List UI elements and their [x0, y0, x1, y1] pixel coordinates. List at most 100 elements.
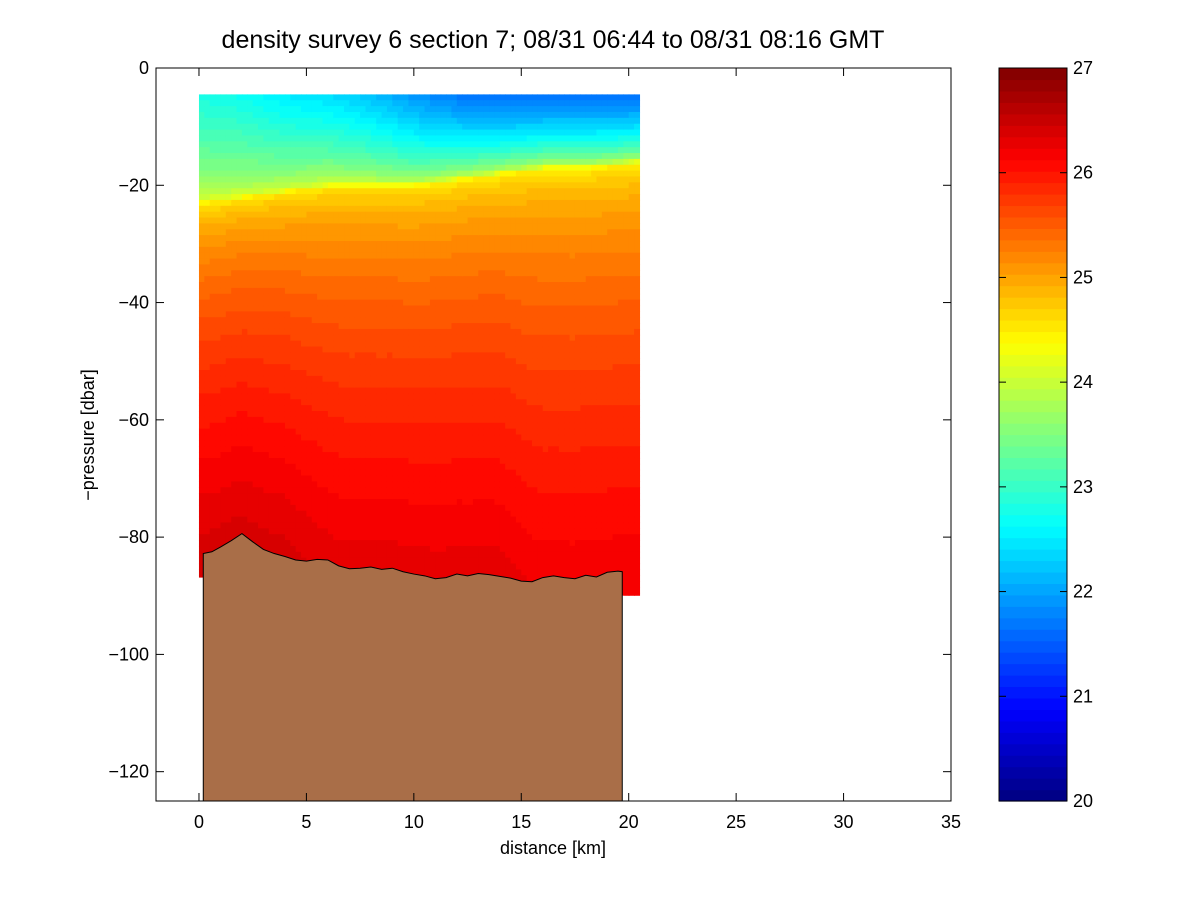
heatmap-cell	[301, 199, 307, 207]
heatmap-cell	[279, 522, 286, 529]
heatmap-cell	[311, 164, 318, 172]
heatmap-cell	[472, 264, 479, 271]
heatmap-cell	[263, 428, 270, 436]
heatmap-cell	[231, 170, 238, 178]
heatmap-cell	[225, 170, 232, 178]
heatmap-cell	[354, 405, 361, 412]
heatmap-cell	[510, 481, 517, 488]
heatmap-cell	[344, 399, 350, 406]
heatmap-cell	[424, 129, 431, 137]
heatmap-cell	[505, 293, 512, 301]
heatmap-cell	[462, 510, 469, 518]
heatmap-cell	[241, 299, 248, 307]
heatmap-cell	[499, 340, 506, 348]
heatmap-cell	[413, 487, 420, 494]
heatmap-cell	[327, 246, 334, 254]
heatmap-cell	[451, 323, 458, 330]
heatmap-cell	[215, 534, 222, 541]
heatmap-cell	[472, 141, 479, 148]
heatmap-cell	[386, 358, 393, 365]
heatmap-cell	[456, 158, 463, 166]
heatmap-cell	[472, 358, 479, 365]
heatmap-cell	[381, 106, 388, 113]
heatmap-cell	[462, 528, 469, 535]
heatmap-cell	[456, 240, 463, 248]
heatmap-cell	[381, 147, 388, 154]
heatmap-cell	[263, 545, 270, 553]
heatmap-cell	[274, 487, 281, 494]
heatmap-cell	[215, 393, 222, 400]
heatmap-cell	[381, 182, 388, 189]
heatmap-cell	[333, 375, 340, 383]
heatmap-cell	[499, 111, 506, 119]
heatmap-cell	[209, 264, 216, 271]
heatmap-cell	[317, 528, 324, 535]
heatmap-cell	[381, 428, 388, 436]
heatmap-cell	[429, 452, 436, 459]
heatmap-cell	[360, 176, 367, 183]
heatmap-cell	[494, 510, 501, 518]
heatmap-cell	[478, 328, 485, 336]
heatmap-cell	[462, 346, 469, 353]
heatmap-cell	[198, 346, 205, 353]
heatmap-cell	[231, 381, 238, 389]
heatmap-cell	[403, 475, 410, 483]
heatmap-cell	[478, 182, 485, 189]
heatmap-cell	[317, 217, 324, 224]
heatmap-cell	[397, 323, 404, 330]
heatmap-cell	[462, 258, 469, 266]
heatmap-cell	[424, 270, 431, 277]
heatmap-cell	[408, 405, 415, 412]
heatmap-cell	[403, 493, 410, 500]
heatmap-cell	[403, 299, 410, 307]
heatmap-cell	[376, 252, 383, 260]
heatmap-cell	[236, 235, 243, 242]
heatmap-cell	[392, 416, 399, 424]
heatmap-cell	[489, 534, 496, 541]
heatmap-cell	[472, 270, 479, 277]
heatmap-cell	[435, 311, 442, 318]
heatmap-cell	[451, 147, 458, 154]
heatmap-cell	[451, 299, 458, 307]
heatmap-cell	[483, 563, 490, 570]
heatmap-cell	[327, 540, 334, 547]
heatmap-cell	[209, 475, 216, 483]
heatmap-cell	[360, 481, 367, 488]
heatmap-cell	[392, 106, 399, 113]
heatmap-cell	[494, 551, 501, 559]
heatmap-cell	[478, 111, 485, 119]
heatmap-cell	[268, 469, 275, 477]
heatmap-cell	[478, 323, 485, 330]
heatmap-cell	[440, 176, 447, 183]
heatmap-cell	[435, 264, 442, 271]
heatmap-cell	[515, 100, 522, 107]
heatmap-cell	[225, 129, 232, 137]
heatmap-cell	[306, 446, 313, 453]
heatmap-cell	[338, 293, 345, 301]
heatmap-cell	[241, 158, 248, 166]
heatmap-cell	[419, 129, 426, 137]
heatmap-cell	[333, 557, 340, 565]
heatmap-cell	[279, 334, 286, 342]
heatmap-cell	[295, 328, 302, 336]
heatmap-cell	[344, 147, 350, 154]
heatmap-cell	[494, 446, 501, 453]
heatmap-cell	[456, 370, 463, 377]
heatmap-cell	[467, 299, 474, 307]
heatmap-cell	[290, 387, 297, 395]
heatmap-cell	[338, 287, 345, 295]
heatmap-cell	[505, 504, 512, 512]
heatmap-cell	[505, 457, 512, 465]
heatmap-cell	[381, 475, 388, 483]
heatmap-cell	[478, 164, 485, 172]
heatmap-cell	[306, 276, 313, 283]
heatmap-cell	[317, 440, 324, 447]
heatmap-cell	[311, 264, 318, 271]
heatmap-cell	[311, 100, 318, 107]
heatmap-cell	[365, 340, 372, 348]
heatmap-cell	[349, 405, 356, 412]
heatmap-cell	[435, 540, 442, 547]
heatmap-cell	[376, 381, 383, 389]
heatmap-cell	[392, 164, 399, 172]
heatmap-cell	[499, 317, 506, 324]
